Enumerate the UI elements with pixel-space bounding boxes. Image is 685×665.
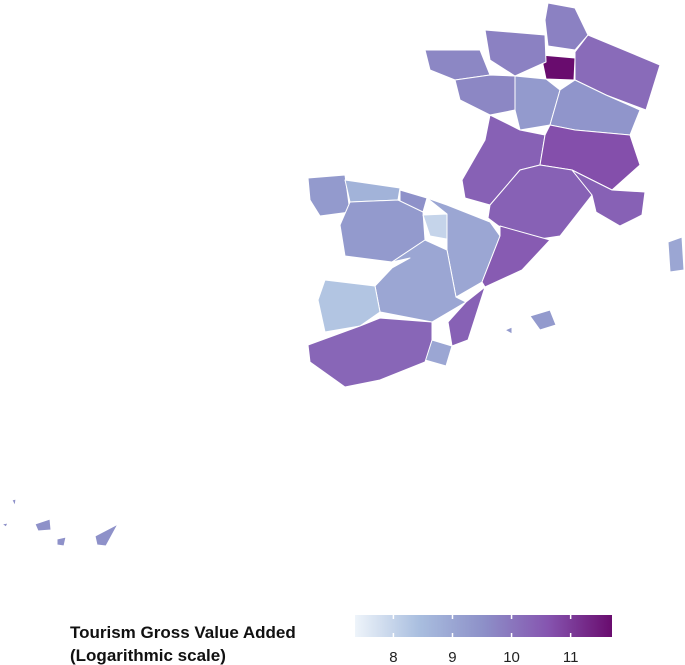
region [307, 174, 351, 217]
region [307, 317, 433, 388]
tick-label: 10 [503, 649, 520, 665]
region [484, 29, 547, 77]
color-bar [355, 615, 612, 637]
legend-title: Tourism Gross Value Added [70, 623, 296, 642]
region [504, 309, 557, 335]
tick-label: 9 [448, 649, 456, 665]
tick-label: 11 [563, 649, 579, 665]
region [571, 169, 646, 227]
region [540, 54, 576, 81]
region [447, 286, 486, 347]
region [1, 498, 119, 547]
regions [1, 2, 685, 547]
region [667, 236, 685, 273]
tick-label: 8 [389, 649, 397, 665]
legend-title: (Logarithmic scale) [70, 646, 226, 665]
region [544, 2, 589, 51]
